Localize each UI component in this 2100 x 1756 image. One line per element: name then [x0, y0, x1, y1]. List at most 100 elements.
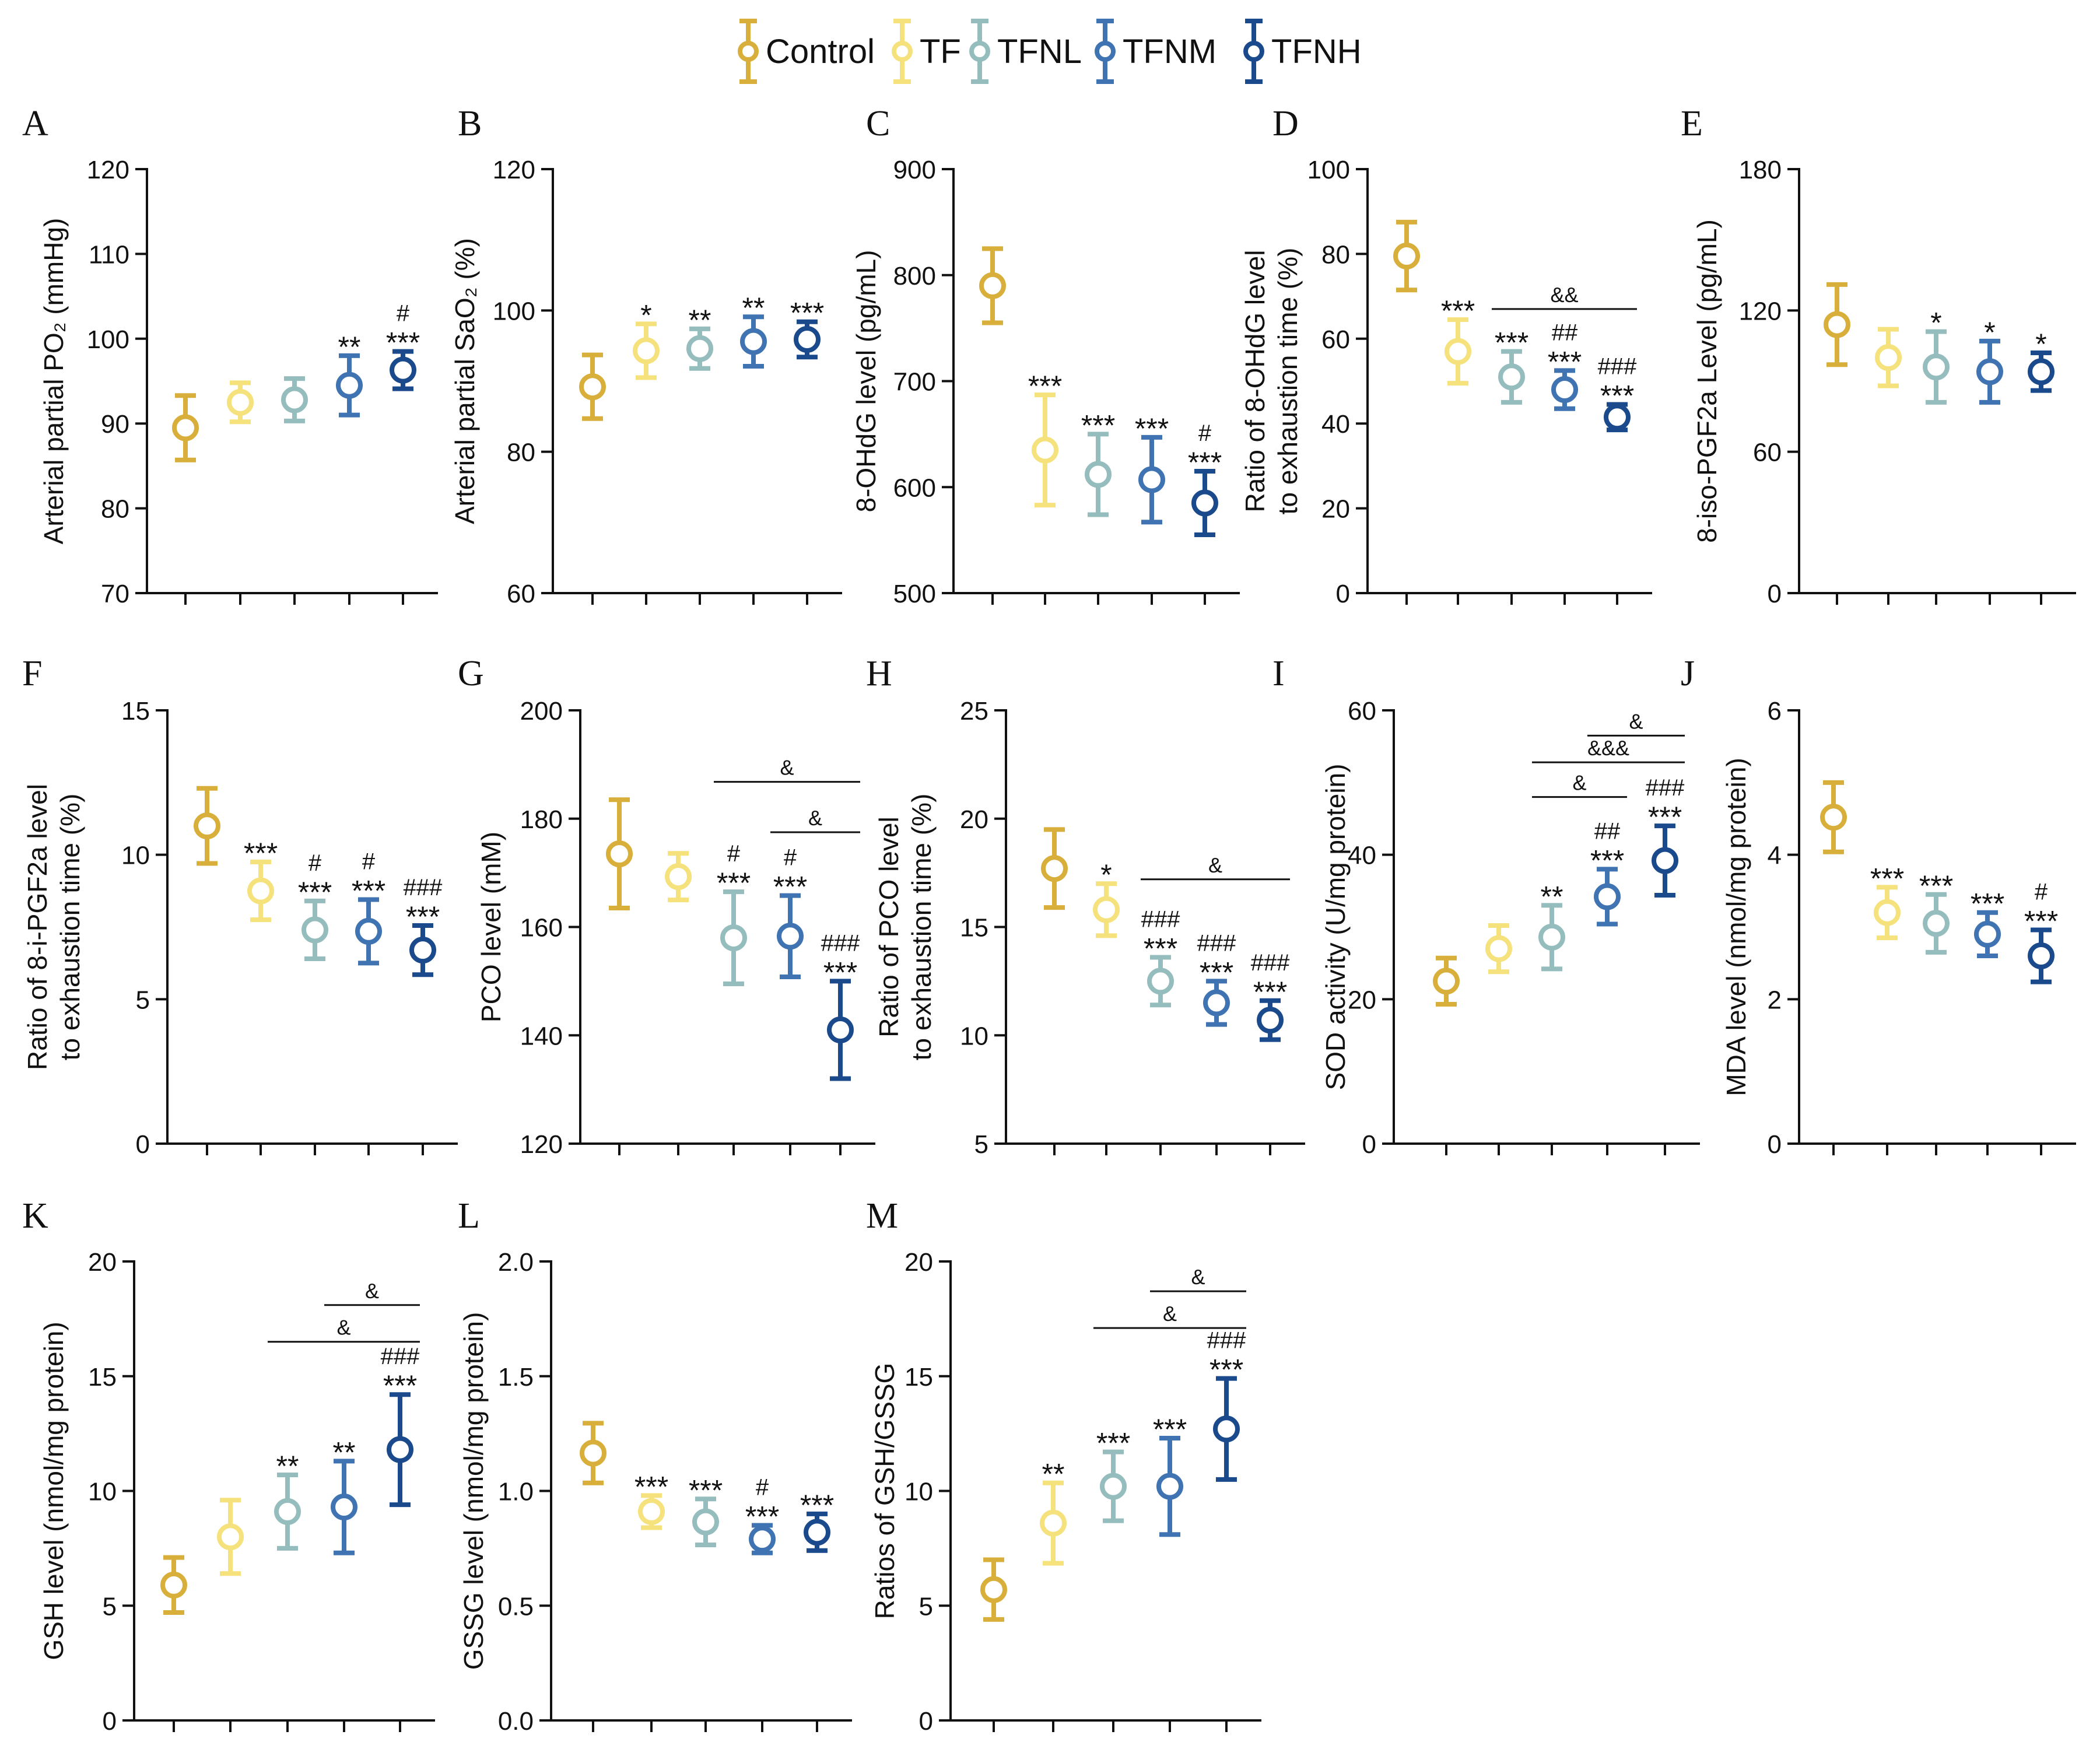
y-axis-label: 8-OHdG level (pg/mL) [851, 250, 881, 513]
y-axis-label: SOD activity (U/mg protein) [1320, 764, 1351, 1091]
panel-letter: J [1681, 654, 1695, 693]
panel-letter: F [22, 654, 42, 693]
data-point-control [606, 797, 633, 910]
mean-marker [979, 272, 1006, 299]
y-tick-label: 0 [1768, 580, 1782, 608]
significance-hash: ### [1598, 353, 1637, 379]
mean-marker [980, 1576, 1007, 1603]
mean-marker [1147, 968, 1174, 995]
y-axis-label: Ratio of 8-OHdG level [1240, 250, 1270, 513]
significance-stars: ** [689, 304, 711, 337]
data-point-tfnl: *** [689, 1474, 723, 1547]
y-tick-label: 100 [87, 325, 129, 354]
panel-letter: L [458, 1196, 480, 1236]
significance-stars: *** [2024, 905, 2058, 937]
panel-letter: M [866, 1196, 898, 1236]
mean-marker [194, 812, 220, 840]
y-axis-label: 8-iso-PGF2a Level (pg/mL) [1692, 219, 1722, 543]
mean-marker [1138, 466, 1165, 493]
significance-hash: # [397, 301, 410, 327]
significance-hash: # [2035, 879, 2048, 905]
panel-h: H 5 10 15 20 25 Ratio of PCO level to exhaustio… [866, 654, 1305, 1159]
y-tick-label: 600 [893, 474, 936, 502]
mean-marker [1551, 376, 1578, 404]
bracket-label: & [1208, 853, 1222, 877]
significance-stars: *** [1648, 801, 1682, 833]
data-point-tfnl: *** [1495, 327, 1528, 405]
y-tick-label: 10 [88, 1478, 117, 1506]
comparison-bracket: & [1532, 771, 1627, 798]
significance-stars: ** [742, 292, 765, 324]
panel-letter: D [1272, 104, 1299, 143]
panel-letter: E [1681, 104, 1703, 143]
data-point-control [580, 1421, 606, 1485]
significance-stars: *** [1548, 345, 1582, 378]
mean-marker [390, 356, 416, 384]
y-tick-label: 20 [1321, 495, 1350, 524]
y-tick-label: 90 [101, 410, 129, 439]
mean-marker [1874, 899, 1901, 926]
y-tick-label: 120 [520, 1130, 563, 1159]
y-axis-label: to exhaustion time (%) [55, 794, 85, 1061]
data-point-tfnm: ***# [352, 849, 385, 966]
significance-stars: *** [386, 327, 420, 359]
y-tick-label: 5 [136, 986, 150, 1014]
y-tick-label: 1.5 [498, 1363, 534, 1392]
significance-stars: *** [1600, 379, 1634, 412]
y-tick-label: 80 [101, 495, 129, 524]
comparison-bracket: & [324, 1279, 420, 1306]
data-point-tfnh: ***### [1598, 353, 1637, 433]
legend-marker [892, 41, 913, 62]
data-point-control [1393, 219, 1420, 293]
mean-marker [606, 840, 633, 868]
bracket-label: & [1163, 1302, 1177, 1326]
mean-marker [336, 371, 363, 399]
data-point-control [194, 786, 220, 866]
mean-marker [1040, 1509, 1067, 1537]
y-tick-label: 15 [88, 1363, 117, 1392]
mean-marker [1875, 344, 1902, 371]
mean-marker [217, 1523, 244, 1551]
mean-marker [1820, 804, 1847, 831]
mean-marker [2028, 358, 2055, 385]
mean-marker [1604, 404, 1631, 431]
significance-stars: * [1930, 307, 1941, 339]
data-point-tfnh: ***### [381, 1344, 420, 1508]
y-axis-label: Arterial partial PO₂ (mmHg) [38, 218, 69, 545]
data-point-tfnl: ***### [1141, 907, 1180, 1008]
data-point-tf: *** [1870, 862, 1904, 941]
y-tick-label: 20 [904, 1248, 933, 1277]
data-point-tfnm: ***# [745, 1475, 779, 1555]
bracket-label: & [1191, 1265, 1205, 1289]
data-point-control [1041, 827, 1068, 910]
y-tick-label: 40 [1321, 410, 1350, 439]
y-tick-label: 0 [103, 1707, 117, 1736]
significance-stars: *** [406, 900, 440, 933]
panel-e: E 0 60 120 180 8-iso-PGF2a Level (pg/mL) * * * [1681, 104, 2076, 608]
y-tick-label: 20 [88, 1248, 117, 1277]
significance-stars: *** [352, 874, 385, 907]
mean-marker [633, 337, 660, 364]
mean-marker [355, 917, 382, 945]
data-point-tfnl: ** [1538, 880, 1565, 972]
y-tick-label: 110 [89, 240, 129, 269]
data-point-control [579, 352, 606, 421]
data-point-tfnm: ***## [1548, 320, 1582, 411]
mean-marker [1393, 243, 1420, 270]
mean-marker [160, 1571, 187, 1599]
data-point-tfnh: ***### [1251, 950, 1290, 1042]
significance-stars: *** [1153, 1413, 1187, 1446]
mean-marker [1445, 338, 1471, 365]
mean-marker [665, 863, 692, 891]
bracket-label: &&& [1587, 736, 1629, 760]
significance-stars: *** [1200, 956, 1233, 989]
significance-hash: ### [1197, 930, 1236, 956]
comparison-bracket: & [1141, 853, 1290, 881]
mean-marker [274, 1498, 301, 1525]
comparison-bracket: & [1587, 709, 1685, 737]
legend-item-tf: TF [892, 19, 961, 84]
data-point-tf: * [633, 299, 660, 380]
data-point-tfnm: ** [740, 292, 767, 369]
